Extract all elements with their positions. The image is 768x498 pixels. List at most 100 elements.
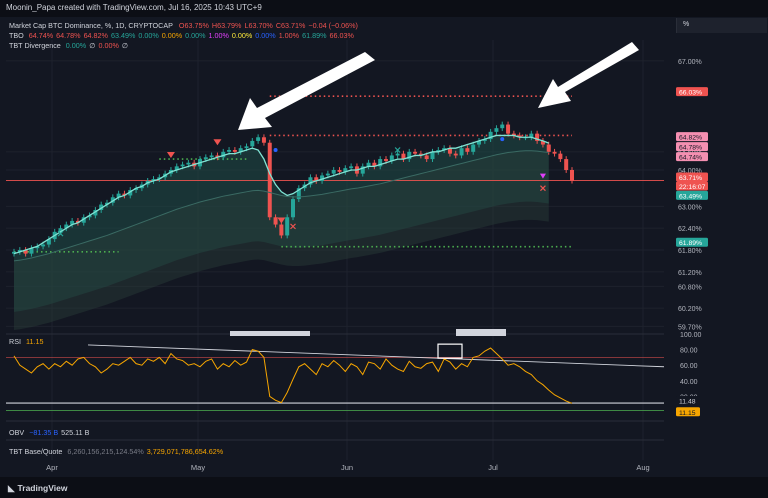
candle-body bbox=[418, 153, 423, 156]
price-tag-label: 61.89% bbox=[679, 240, 702, 247]
tradingview-brand-icon: ◣ bbox=[8, 483, 15, 493]
candle-body bbox=[506, 124, 511, 134]
candle-body bbox=[378, 159, 383, 167]
candle-body bbox=[203, 157, 208, 160]
tbo-value-0: 64.74% bbox=[28, 31, 54, 40]
rsi-tick-label: 80.00 bbox=[680, 348, 698, 355]
footer-bar bbox=[0, 477, 768, 498]
candle-body bbox=[540, 140, 545, 145]
candle-body bbox=[87, 215, 92, 218]
candle-body bbox=[552, 151, 557, 154]
tbo-fast-line bbox=[13, 134, 549, 255]
candle-body bbox=[389, 155, 394, 161]
tbt-value-1: 3,729,071,786,654.62% bbox=[146, 447, 224, 456]
candle-body bbox=[99, 204, 104, 210]
obv-legend[interactable]: OBV −81.35 B 525.11 B bbox=[9, 428, 95, 437]
rsi-tag bbox=[676, 407, 700, 417]
candle-body bbox=[325, 173, 330, 176]
price-tag-label: 66.03% bbox=[679, 90, 702, 97]
price-tag bbox=[676, 190, 708, 200]
price-tag bbox=[676, 152, 708, 162]
candle-body bbox=[424, 155, 429, 160]
rsi-highlight-box bbox=[437, 343, 463, 359]
candle-body bbox=[105, 202, 109, 205]
divergence-value-0: 0.00% bbox=[65, 41, 87, 50]
candle-body bbox=[453, 153, 458, 156]
x-tick-label: May bbox=[191, 463, 205, 472]
candle-body bbox=[494, 128, 499, 132]
candle-body bbox=[465, 148, 470, 152]
rsi-label: RSI bbox=[9, 337, 21, 346]
obv-label: OBV bbox=[9, 428, 25, 437]
price-tag-label: 64.78% bbox=[679, 145, 702, 152]
candle-body bbox=[41, 244, 46, 247]
price-tag bbox=[676, 132, 708, 142]
candle-body bbox=[75, 220, 80, 223]
header-caption: Moonin_Papa created with TradingView.com… bbox=[6, 3, 262, 12]
candle-body bbox=[401, 153, 406, 160]
candle-body bbox=[349, 166, 354, 169]
candle-body bbox=[570, 170, 574, 181]
candle-body bbox=[238, 148, 243, 152]
candle-body bbox=[122, 193, 127, 196]
y-tick-label: 63.00% bbox=[678, 204, 702, 211]
candle-body bbox=[180, 164, 185, 167]
candle-body bbox=[81, 217, 86, 223]
candle-body bbox=[372, 162, 377, 167]
tbo-value-8: 0.00% bbox=[231, 31, 253, 40]
candle-body bbox=[564, 159, 569, 170]
ohlc-value-0: O63.75% bbox=[178, 21, 209, 30]
divergence-legend[interactable]: TBT Divergence 0.00% ∅ 0.00% ∅ bbox=[9, 41, 134, 50]
divergence-values: 0.00% ∅ 0.00% ∅ bbox=[66, 41, 131, 50]
candle-body bbox=[186, 162, 191, 165]
tbo-legend[interactable]: TBO 64.74% 64.78% 64.82% 63.49% 0.00% 0.00% 0.… bbox=[9, 31, 360, 40]
tbt-legend[interactable]: TBT Base/Quote 6,260,156,215,124.54% 3,72… bbox=[9, 447, 229, 456]
candle-body bbox=[110, 197, 115, 203]
candle-body bbox=[337, 170, 342, 172]
tbo-slow-line bbox=[13, 150, 549, 262]
tbt-label: TBT Base/Quote bbox=[9, 447, 63, 456]
candle-body bbox=[331, 170, 336, 174]
price-tag-label: 64.74% bbox=[679, 155, 702, 162]
blue-dot bbox=[273, 148, 278, 152]
tbo-value-5: 0.00% bbox=[161, 31, 183, 40]
candle-body bbox=[209, 155, 214, 158]
main-legend[interactable]: Market Cap BTC Dominance, %, 1D, CRYPTOC… bbox=[9, 21, 364, 30]
candle-body bbox=[535, 133, 540, 141]
annotation-arrow bbox=[538, 42, 639, 108]
obv-value-0: −81.35 B bbox=[29, 428, 59, 437]
candle-body bbox=[58, 228, 63, 232]
percent-label: % bbox=[683, 21, 690, 28]
candle-body bbox=[256, 137, 261, 141]
candle-body bbox=[227, 150, 232, 152]
sell-signal-triangle bbox=[213, 139, 222, 146]
ohlc-value-1: H63.79% bbox=[211, 21, 242, 30]
price-tag-label: 63.49% bbox=[679, 193, 702, 200]
candle-body bbox=[23, 250, 28, 254]
candle-body bbox=[267, 142, 272, 218]
candle-body bbox=[430, 151, 435, 160]
rsi-tick-label: 60.00 bbox=[680, 363, 698, 370]
tbo-label: TBO bbox=[9, 31, 24, 40]
y-tick-label: 67.00% bbox=[678, 59, 702, 66]
candle-body bbox=[436, 150, 441, 152]
candle-body bbox=[558, 153, 563, 160]
candle-body bbox=[488, 131, 493, 140]
tradingview-logo[interactable]: ◣ TradingView bbox=[8, 483, 67, 494]
rsi-tick-label: 100.00 bbox=[680, 332, 702, 339]
price-tag-label: 22:16:07 bbox=[679, 184, 706, 191]
candle-body bbox=[17, 250, 22, 252]
candle-body bbox=[413, 151, 418, 154]
ohlc-values: O63.75% H63.79% L63.70% C63.71% −0.04 (−0.06… bbox=[179, 21, 361, 30]
y-tick-label: 62.40% bbox=[678, 226, 702, 233]
candle-body bbox=[116, 193, 121, 198]
divergence-value-2: 0.00% bbox=[98, 41, 119, 50]
candle-body bbox=[546, 144, 551, 152]
sell-signal-triangle bbox=[277, 217, 286, 224]
candle-body bbox=[291, 199, 295, 218]
percent-scale-toggle[interactable]: % bbox=[676, 18, 767, 33]
candle-body bbox=[64, 224, 69, 229]
rsi-legend[interactable]: RSI 11.15 bbox=[9, 337, 46, 346]
x-tick-label: Jul bbox=[488, 463, 498, 472]
